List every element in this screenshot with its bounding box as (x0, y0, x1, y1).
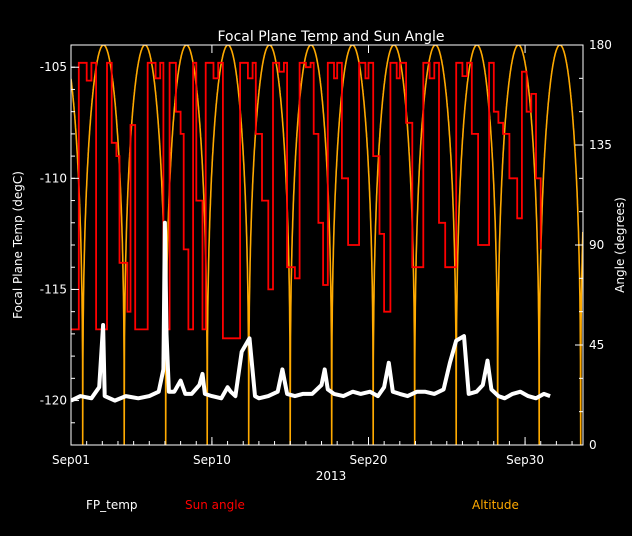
x-tick-label: Sep20 (350, 453, 388, 467)
chart-title: Focal Plane Temp and Sun Angle (217, 29, 444, 45)
x-tick-label: Sep01 (52, 453, 90, 467)
y-tick-label-right: 45 (589, 338, 604, 352)
legend-altitude: Altitude (472, 498, 519, 512)
series-fp-temp-line (71, 220, 551, 403)
y-tick-label-left: -110 (40, 171, 67, 185)
legend-fp-temp: FP_temp (86, 498, 138, 512)
y-tick-label-right: 90 (589, 238, 604, 252)
y-tick-label-right: 0 (589, 438, 597, 452)
y-axis-label-left: Focal Plane Temp (degC) (11, 171, 25, 319)
y-axis-label-right: Angle (degrees) (613, 197, 627, 293)
legend-sun-angle: Sun angle (185, 498, 245, 512)
series-sun-angle-line (71, 61, 542, 340)
x-tick-label: Sep30 (506, 453, 544, 467)
x-tick-label: Sep10 (193, 453, 231, 467)
y-tick-label-left: -105 (40, 60, 67, 74)
x-axis-label: 2013 (316, 469, 347, 483)
y-tick-label-right: 180 (589, 38, 612, 52)
y-tick-label-right: 135 (589, 138, 612, 152)
y-tick-label-left: -120 (40, 394, 67, 408)
y-tick-label-left: -115 (40, 282, 67, 296)
